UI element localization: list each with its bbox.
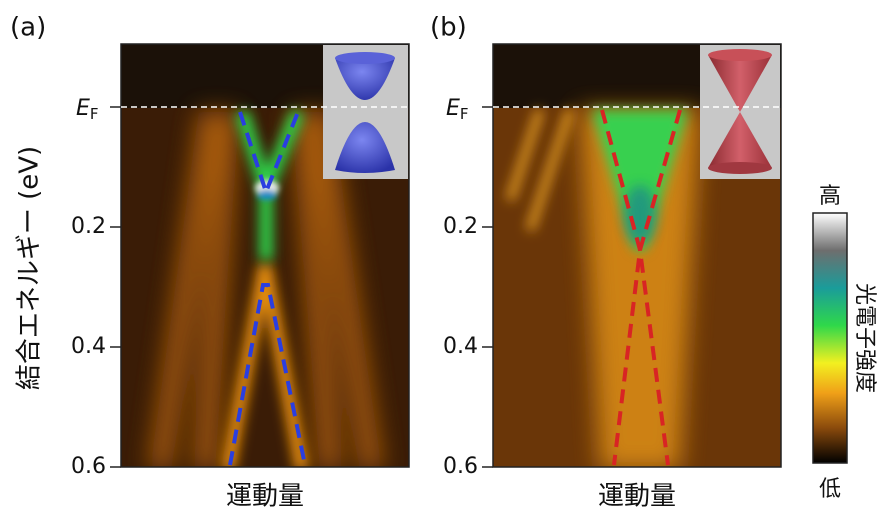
y-tick-label: 0.2 — [71, 214, 106, 239]
colorbar — [813, 213, 847, 463]
panel-label: (b) — [430, 13, 467, 43]
inset-b — [700, 45, 780, 179]
y-tick-label: 0.6 — [443, 454, 478, 479]
y-tick-label: 0.2 — [443, 214, 478, 239]
x-axis-label: 運動量 — [226, 482, 304, 512]
colorbar-low: 低 — [819, 477, 841, 502]
y-axis-label: 結合エネルギー (eV) — [15, 146, 45, 390]
inset-a — [323, 45, 408, 179]
ef-label: EF — [76, 96, 99, 123]
x-axis-label: 運動量 — [598, 482, 676, 512]
figure: EF EF 高 低 光電子強度 結合エネルギー (eV) (a) 運動量 0.2 0.… — [0, 0, 880, 519]
colorbar-high: 高 — [819, 184, 841, 209]
y-tick-label: 0.4 — [71, 334, 106, 359]
colorbar-label: 光電子強度 — [852, 283, 877, 393]
y-tick-label: 0.6 — [71, 454, 106, 479]
y-tick-label: 0.4 — [443, 334, 478, 359]
ef-label: EF — [446, 96, 469, 123]
panel-label: (a) — [10, 13, 46, 43]
